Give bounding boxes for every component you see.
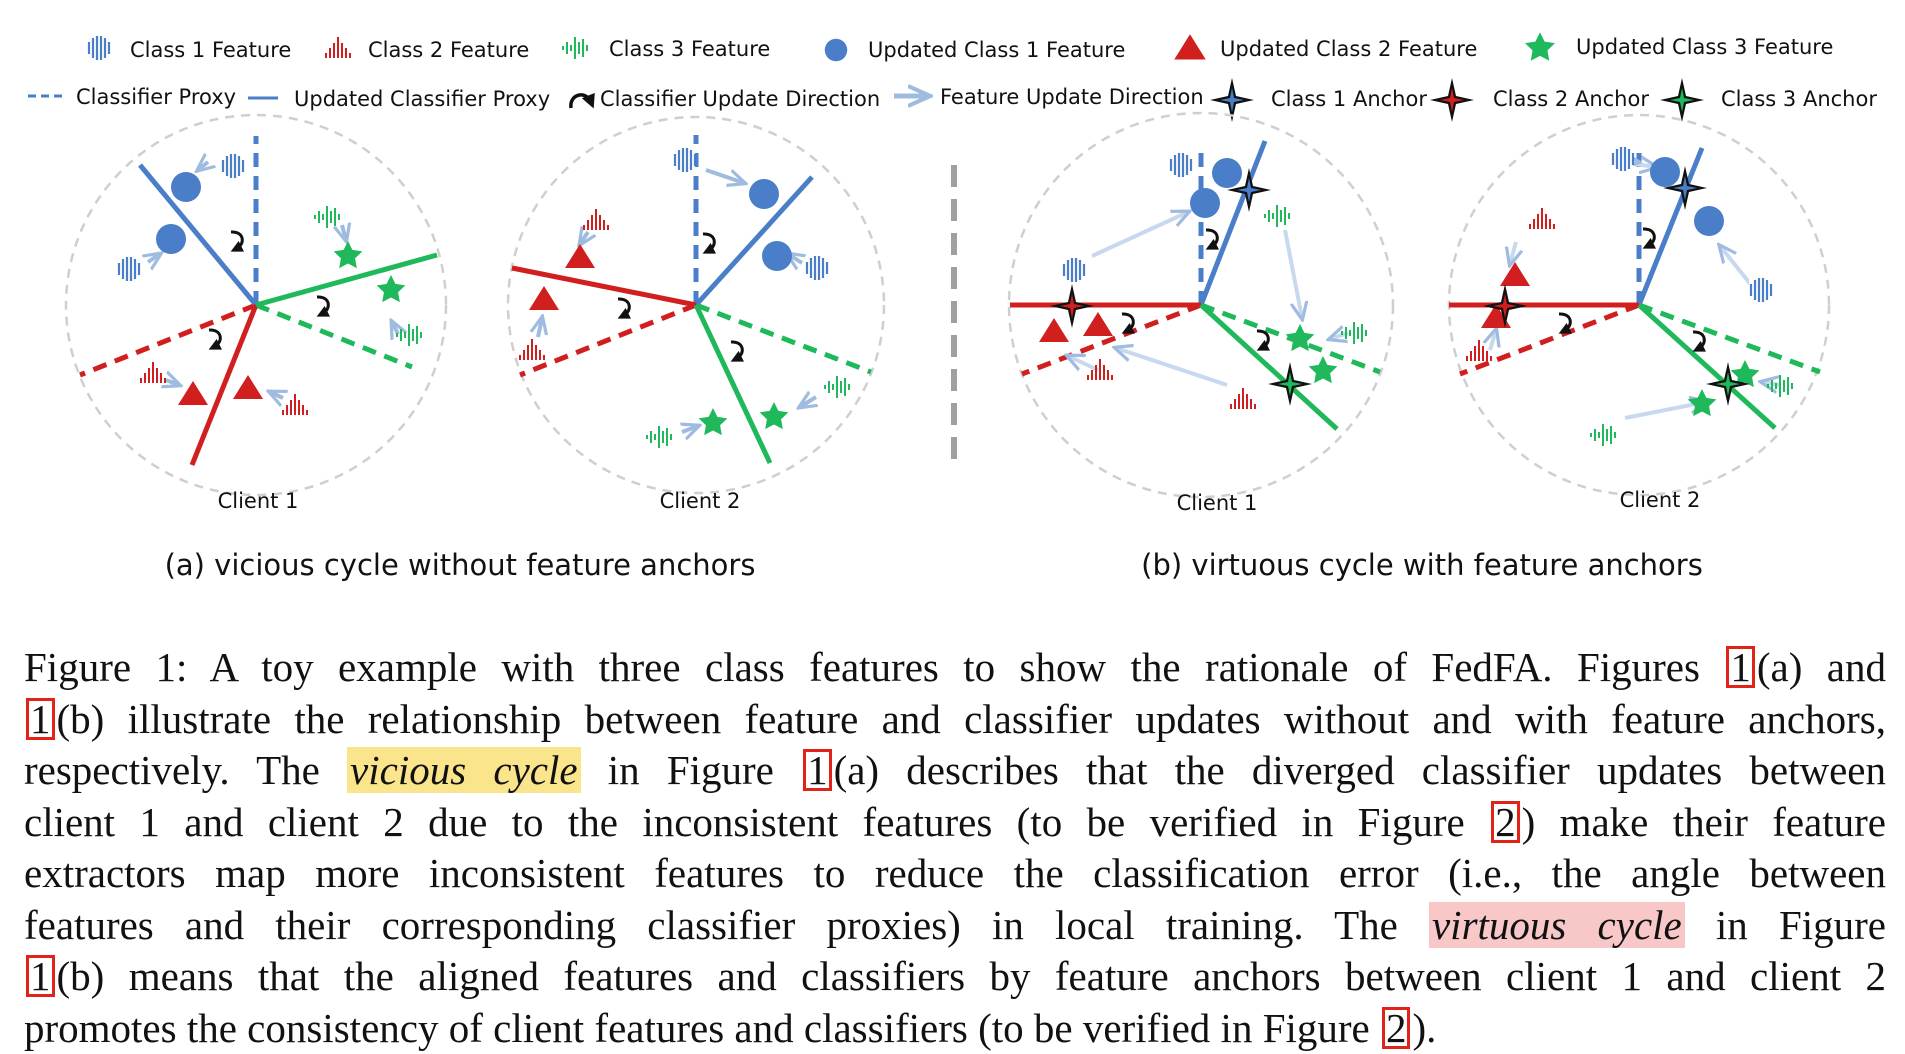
caption-text: in Figure xyxy=(581,747,802,793)
figure-ref-link[interactable]: 2 xyxy=(1491,801,1520,843)
panel-b-client2-label: Client 2 xyxy=(1620,488,1701,512)
legend-class1-feature: Class 1 Feature xyxy=(130,38,291,62)
figure-ref-link[interactable]: 1 xyxy=(26,955,55,997)
caption-text: extractors map more inconsistent feature… xyxy=(24,850,1886,896)
caption-line-1: Figure 1: A toy example with three class… xyxy=(24,642,1886,694)
caption-line-8: promotes the consistency of client featu… xyxy=(24,1003,1886,1054)
caption-text: (a) and xyxy=(1757,644,1886,690)
caption-line-3: respectively. The vicious cycle in Figur… xyxy=(24,745,1886,797)
figure-ref-link[interactable]: 1 xyxy=(803,749,832,791)
panel-b-caption: (b) virtuous cycle with feature anchors xyxy=(1141,548,1703,582)
caption-text: ). xyxy=(1412,1005,1436,1051)
figure-svg: Class 1 Feature Class 2 Feature Class 3 … xyxy=(0,0,1905,600)
caption-line-2: 1(b) illustrate the relationship between… xyxy=(24,694,1886,746)
classifier-update-direction-icon xyxy=(571,95,591,108)
class1-feature-icon xyxy=(87,36,109,60)
legend-updated-classifier-proxy: Updated Classifier Proxy xyxy=(294,87,550,111)
caption-text: (b) means that the aligned features and … xyxy=(57,953,1887,999)
legend-class3-feature: Class 3 Feature xyxy=(609,37,770,61)
caption-text: promotes the consistency of client featu… xyxy=(24,1005,1380,1051)
panel-b-client1-label: Client 1 xyxy=(1177,491,1258,515)
panel-a-client1-label: Client 1 xyxy=(218,489,299,513)
updated-class1-feature-icon xyxy=(825,39,848,62)
figure-ref-link[interactable]: 2 xyxy=(1382,1007,1411,1049)
panel-a-client2-label: Client 2 xyxy=(660,489,741,513)
legend-updated-class3-feature: Updated Class 3 Feature xyxy=(1576,35,1833,59)
panel-b-client2: Client 2 xyxy=(1449,115,1829,512)
figure-ref-link[interactable]: 1 xyxy=(1726,646,1755,688)
legend-class3-anchor: Class 3 Anchor xyxy=(1721,87,1877,111)
caption-text: in Figure xyxy=(1685,902,1886,948)
caption-text: ) make their feature xyxy=(1522,799,1886,845)
class3-anchor-icon xyxy=(1660,78,1704,122)
class2-feature-icon xyxy=(326,37,350,58)
caption-text: (a) describes that the diverged classifi… xyxy=(834,747,1886,793)
legend-classifier-proxy: Classifier Proxy xyxy=(76,85,236,109)
legend-classifier-update-direction: Classifier Update Direction xyxy=(600,87,880,111)
panel-b-client1: Client 1 xyxy=(1009,113,1393,515)
legend-updated-class1-feature: Updated Class 1 Feature xyxy=(868,38,1125,62)
caption-line-5: extractors map more inconsistent feature… xyxy=(24,848,1886,900)
legend: Class 1 Feature Class 2 Feature Class 3 … xyxy=(28,32,1877,122)
legend-class2-anchor: Class 2 Anchor xyxy=(1493,87,1649,111)
updated-class2-feature-icon xyxy=(1174,34,1206,59)
panel-a-client2: Client 2 xyxy=(508,117,884,513)
caption-text: client 1 and client 2 due to the inconsi… xyxy=(24,799,1489,845)
panel-a-caption: (a) vicious cycle without feature anchor… xyxy=(165,548,756,582)
virtuous-cycle-highlight: virtuous cycle xyxy=(1429,902,1685,948)
class3-feature-icon xyxy=(563,37,587,59)
figure-1: Class 1 Feature Class 2 Feature Class 3 … xyxy=(0,0,1905,600)
caption-text: Figure 1: A toy example with three class… xyxy=(24,644,1724,690)
legend-updated-class2-feature: Updated Class 2 Feature xyxy=(1220,37,1477,61)
panel-a-client1: Client 1 xyxy=(66,115,446,513)
legend-class1-anchor: Class 1 Anchor xyxy=(1271,87,1427,111)
class2-anchor-icon xyxy=(1430,78,1474,122)
updated-class3-feature-icon xyxy=(1525,32,1555,60)
caption-text: features and their corresponding classif… xyxy=(24,902,1429,948)
vicious-cycle-highlight: vicious cycle xyxy=(347,747,581,793)
caption-text: (b) illustrate the relationship between … xyxy=(57,696,1887,742)
caption-text: respectively. The xyxy=(24,747,347,793)
legend-class2-feature: Class 2 Feature xyxy=(368,38,529,62)
caption-line-4: client 1 and client 2 due to the inconsi… xyxy=(24,797,1886,849)
caption-line-6: features and their corresponding classif… xyxy=(24,900,1886,952)
figure-ref-link[interactable]: 1 xyxy=(26,698,55,740)
legend-feature-update-direction: Feature Update Direction xyxy=(940,85,1204,109)
figure-caption: Figure 1: A toy example with three class… xyxy=(24,642,1886,1054)
caption-line-7: 1(b) means that the aligned features and… xyxy=(24,951,1886,1003)
